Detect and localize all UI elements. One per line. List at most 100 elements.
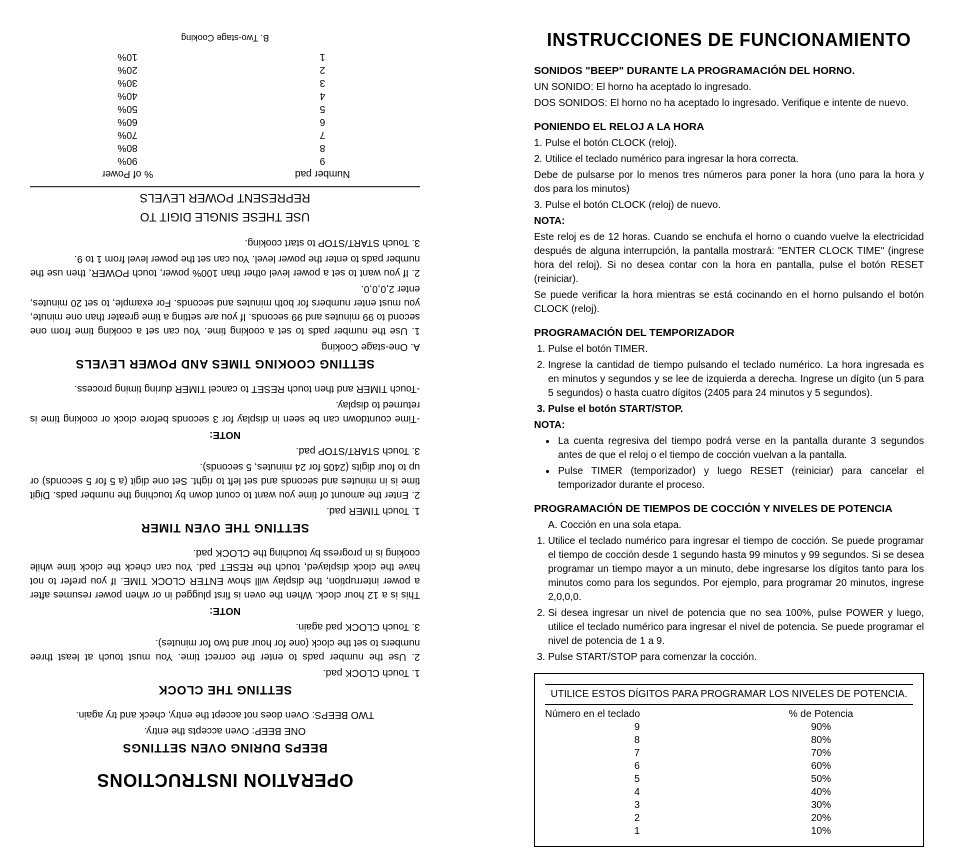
table-header2-en: REPRESENT POWER LEVELS: [30, 187, 420, 207]
power-cell: 50%: [30, 103, 225, 116]
power-row: 550%: [30, 103, 420, 116]
footer-en: B. Two-stage Cooking: [30, 32, 420, 45]
power-cell: 2: [225, 64, 420, 77]
power-cell: 4: [225, 90, 420, 103]
timer-heading-en: SETTING THE OVEN TIMER: [30, 521, 420, 535]
cook-heading-es: PROGRAMACIÓN DE TIEMPOS DE COCCIÓN Y NIV…: [534, 503, 924, 515]
clock2-es: 2. Utilice el teclado numérico para ingr…: [534, 153, 924, 167]
power-row: 880%: [545, 734, 913, 747]
power-cell: 10%: [30, 51, 225, 64]
power-cell: 9: [545, 721, 729, 734]
power-row: 110%: [545, 825, 913, 838]
power-row: 330%: [30, 77, 420, 90]
title-en: OPERATION INSTRUCTIONS: [30, 769, 420, 790]
power-cell: 6: [545, 760, 729, 773]
power-cell: 9: [225, 155, 420, 168]
power-cell: 90%: [30, 155, 225, 168]
table-header-es: UTILICE ESTOS DÍGITOS PARA PROGRAMAR LOS…: [545, 685, 913, 705]
power-cell: 1: [545, 825, 729, 838]
power-row: 550%: [545, 773, 913, 786]
power-cell: 80%: [729, 734, 913, 747]
timer-note2-en: -Touch TIMER and then touch RESET to can…: [30, 381, 420, 395]
power-cell: 5: [545, 773, 729, 786]
power-cell: 30%: [30, 77, 225, 90]
power-cell: 80%: [30, 142, 225, 155]
timer1-es: Pulse el botón TIMER.: [548, 343, 924, 357]
timer-note1-es: La cuenta regresiva del tiempo podrá ver…: [558, 435, 924, 463]
power-row: 220%: [30, 64, 420, 77]
power-cell: 6: [225, 116, 420, 129]
clock1-en: 1. Touch CLOCK pad.: [30, 665, 420, 679]
power-row: 660%: [545, 760, 913, 773]
power-cell: 10%: [729, 825, 913, 838]
power-cell: 7: [225, 129, 420, 142]
power-cell: 7: [545, 747, 729, 760]
cook2-en: 2. If you want to set a power level othe…: [30, 251, 420, 279]
clock2-en: 2. Use the number pads to enter the corr…: [30, 635, 420, 663]
page-english: OPERATION INSTRUCTIONS BEEPS DURING OVEN…: [10, 10, 440, 810]
cook-a-en: A. One-stage Cooking: [30, 339, 420, 353]
cook-a-es: A. Cocción en una sola etapa.: [548, 519, 924, 533]
power-cell: 70%: [729, 747, 913, 760]
power-cell: 50%: [729, 773, 913, 786]
clock3-es: 3. Pulse el botón CLOCK (reloj) de nuevo…: [534, 199, 924, 213]
clock-heading-en: SETTING THE CLOCK: [30, 683, 420, 697]
col2-es: % de Potencia: [729, 705, 913, 722]
power-row: 440%: [30, 90, 420, 103]
power-row: 110%: [30, 51, 420, 64]
power-row: 990%: [30, 155, 420, 168]
clock2b-es: Debe de pulsarse por lo menos tres númer…: [534, 169, 924, 197]
timer-note2-es: Pulse TIMER (temporizador) y luego RESET…: [558, 465, 924, 493]
title-es: INSTRUCCIONES DE FUNCIONAMIENTO: [534, 30, 924, 51]
power-cell: 70%: [30, 129, 225, 142]
timer-note1-en: -Time countdown can be seen in display f…: [30, 397, 420, 425]
power-cell: 5: [225, 103, 420, 116]
power-row: 880%: [30, 142, 420, 155]
beep1-en: ONE BEEP: Oven accepts the entry.: [30, 723, 420, 737]
note2-en: NOTE:: [30, 427, 420, 441]
power-cell: 60%: [30, 116, 225, 129]
power-row: 440%: [545, 786, 913, 799]
nota2-es: NOTA:: [534, 419, 924, 433]
power-cell: 40%: [729, 786, 913, 799]
power-row: 770%: [545, 747, 913, 760]
power-row: 770%: [30, 129, 420, 142]
clock1-es: 1. Pulse el botón CLOCK (reloj).: [534, 137, 924, 151]
cook3-en: 3. Touch START/STOP to start cooking.: [30, 235, 420, 249]
power-cell: 8: [225, 142, 420, 155]
col1-es: Número en el teclado: [545, 705, 729, 722]
beeps-heading-en: BEEPS DURING OVEN SETTINGS: [30, 741, 420, 755]
table-header1-en: USE THESE SINGLE DIGIT TO: [30, 208, 420, 225]
cook3-es: Pulse START/STOP para comenzar la cocció…: [548, 651, 924, 665]
col1-en: Number pad: [225, 168, 420, 181]
clock3-en: 3. Touch CLOCK pad again.: [30, 619, 420, 633]
power-cell: 20%: [30, 64, 225, 77]
power-cell: 1: [225, 51, 420, 64]
power-cell: 60%: [729, 760, 913, 773]
beeps-heading-es: SONIDOS "BEEP" DURANTE LA PROGRAMACIÓN D…: [534, 65, 924, 77]
timer-heading-es: PROGRAMACIÓN DEL TEMPORIZADOR: [534, 327, 924, 339]
page-spanish: INSTRUCCIONES DE FUNCIONAMIENTO SONIDOS …: [514, 10, 944, 867]
beep1-es: UN SONIDO: El horno ha aceptado lo ingre…: [534, 81, 924, 95]
col2-en: % of Power: [30, 168, 225, 181]
cook1-es: Utilice el teclado numérico para ingresa…: [548, 535, 924, 605]
clock-heading-es: PONIENDO EL RELOJ A LA HORA: [534, 121, 924, 133]
power-cell: 40%: [30, 90, 225, 103]
clock-note2-es: Se puede verificar la hora mientras se e…: [534, 289, 924, 317]
cook-heading-en: SETTING COOKING TIMES AND POWER LEVELS: [30, 357, 420, 371]
timer2-es: Ingrese la cantidad de tiempo pulsando e…: [548, 359, 924, 401]
cook2-es: Si desea ingresar un nivel de potencia q…: [548, 607, 924, 649]
power-cell: 3: [545, 799, 729, 812]
beep2-es: DOS SONIDOS: El horno no ha aceptado lo …: [534, 97, 924, 111]
clock-note-es: Este reloj es de 12 horas. Cuando se enc…: [534, 231, 924, 287]
power-cell: 90%: [729, 721, 913, 734]
power-cell: 30%: [729, 799, 913, 812]
timer2-en: 2. Enter the amount of time you want to …: [30, 459, 420, 501]
power-cell: 4: [545, 786, 729, 799]
power-row: 990%: [545, 721, 913, 734]
timer1-en: 1. Touch TIMER pad.: [30, 503, 420, 517]
cook1-en: 1. Use the number pads to set a cooking …: [30, 281, 420, 337]
power-row: 660%: [30, 116, 420, 129]
nota1-es: NOTA:: [534, 215, 924, 229]
power-table-box-es: UTILICE ESTOS DÍGITOS PARA PROGRAMAR LOS…: [534, 673, 924, 847]
